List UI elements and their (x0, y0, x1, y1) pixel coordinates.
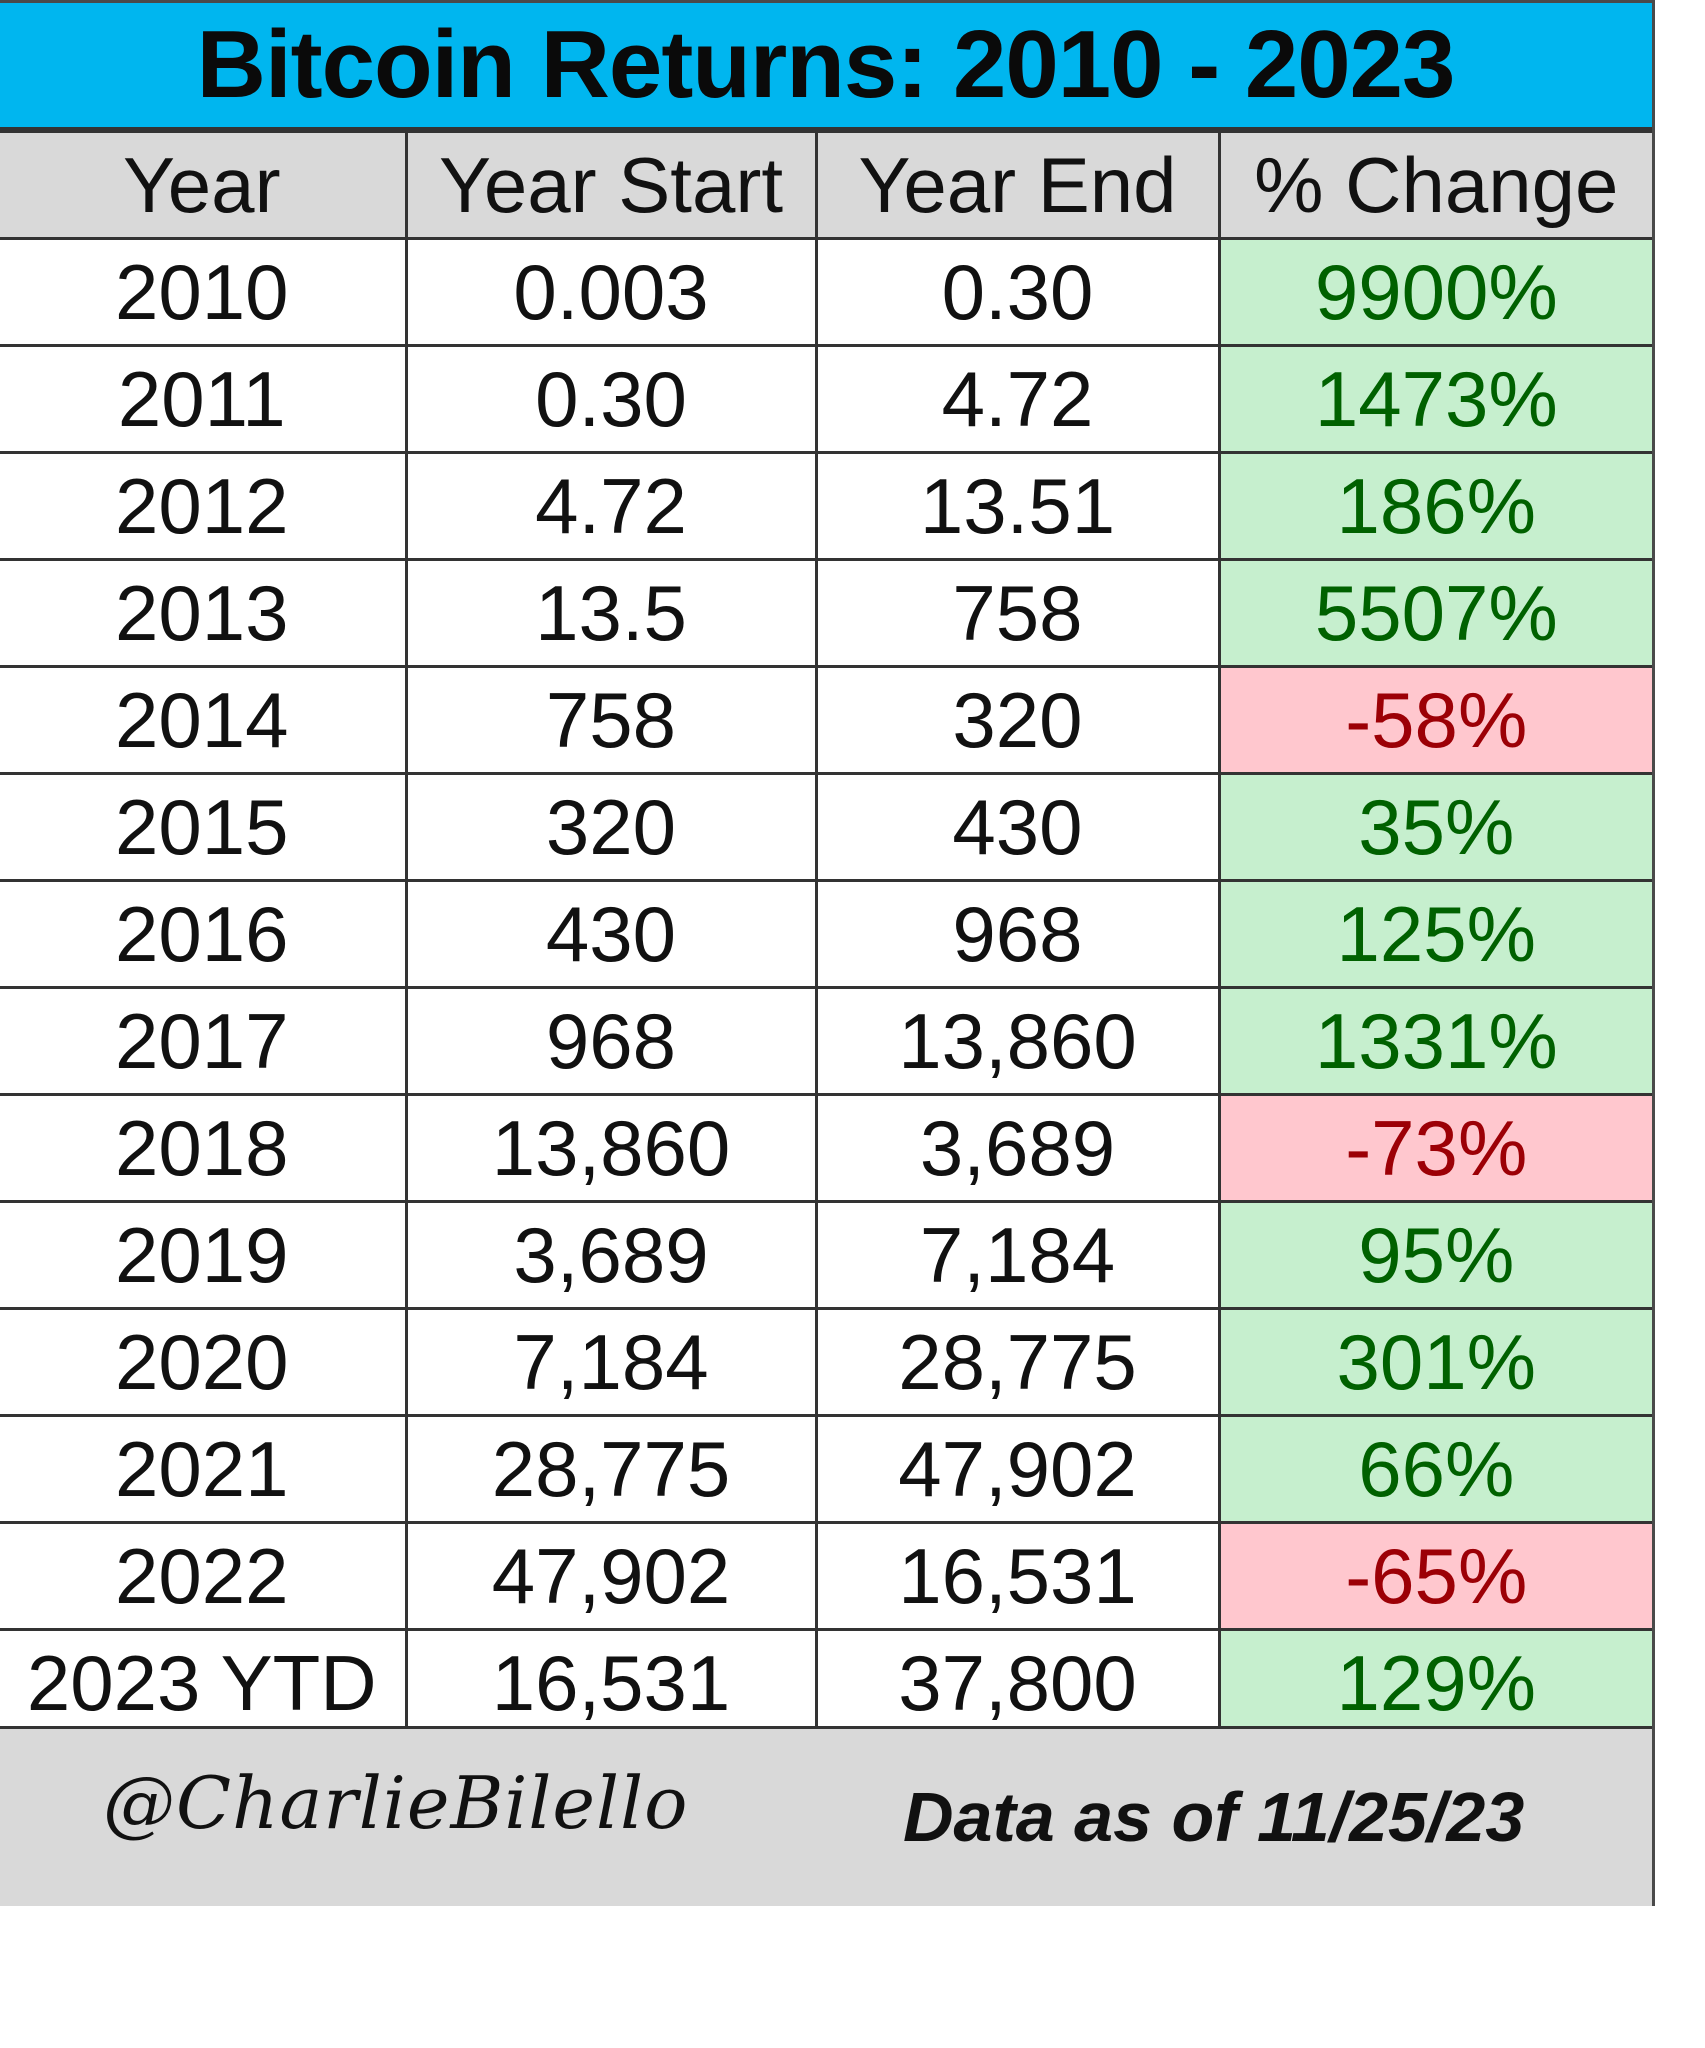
returns-sheet: Bitcoin Returns: 2010 - 2023 Year Year S… (0, 0, 1655, 1906)
year-end-cell: 7,184 (814, 1200, 1221, 1310)
percent-change-cell: 186% (1217, 451, 1652, 561)
footer: @CharlieBilello Data as of 11/25/23 (0, 1726, 1652, 1906)
year-end-cell: 37,800 (814, 1628, 1221, 1738)
year-end-cell: 47,902 (814, 1414, 1221, 1524)
table-row: 2013 13.5 758 5507% (0, 558, 1652, 668)
year-cell: 2016 (0, 879, 408, 989)
table-row: 2014 758 320 -58% (0, 665, 1652, 775)
percent-change-cell: 129% (1217, 1628, 1652, 1738)
percent-change-cell: 125% (1217, 879, 1652, 989)
year-start-cell: 0.30 (404, 344, 818, 454)
column-header-year-end: Year End (814, 130, 1221, 240)
year-end-cell: 16,531 (814, 1521, 1221, 1631)
table-row: 2012 4.72 13.51 186% (0, 451, 1652, 561)
year-end-cell: 430 (814, 772, 1221, 882)
percent-change-cell: 95% (1217, 1200, 1652, 1310)
percent-change-cell: -73% (1217, 1093, 1652, 1203)
table-row: 2021 28,775 47,902 66% (0, 1414, 1652, 1524)
year-cell: 2012 (0, 451, 408, 561)
year-start-cell: 7,184 (404, 1307, 818, 1417)
table-row: 2022 47,902 16,531 -65% (0, 1521, 1652, 1631)
year-end-cell: 4.72 (814, 344, 1221, 454)
percent-change-cell: 66% (1217, 1414, 1652, 1524)
table-row: 2023 YTD 16,531 37,800 129% (0, 1628, 1652, 1738)
year-cell: 2020 (0, 1307, 408, 1417)
table-row: 2015 320 430 35% (0, 772, 1652, 882)
percent-change-cell: 5507% (1217, 558, 1652, 668)
year-start-cell: 3,689 (404, 1200, 818, 1310)
year-start-cell: 13.5 (404, 558, 818, 668)
year-start-cell: 320 (404, 772, 818, 882)
percent-change-cell: -58% (1217, 665, 1652, 775)
percent-change-cell: 301% (1217, 1307, 1652, 1417)
year-start-cell: 28,775 (404, 1414, 818, 1524)
table-row: 2016 430 968 125% (0, 879, 1652, 989)
percent-change-cell: 1331% (1217, 986, 1652, 1096)
year-start-cell: 4.72 (404, 451, 818, 561)
year-start-cell: 0.003 (404, 237, 818, 347)
table-title: Bitcoin Returns: 2010 - 2023 (0, 3, 1652, 130)
year-start-cell: 16,531 (404, 1628, 818, 1738)
year-end-cell: 0.30 (814, 237, 1221, 347)
year-cell: 2021 (0, 1414, 408, 1524)
year-cell: 2013 (0, 558, 408, 668)
returns-table: Year Year Start Year End % Change 2010 0.… (0, 130, 1652, 1738)
year-end-cell: 13,860 (814, 986, 1221, 1096)
header-row: Year Year Start Year End % Change (0, 130, 1652, 240)
year-end-cell: 13.51 (814, 451, 1221, 561)
table-body: 2010 0.003 0.30 9900% 2011 0.30 4.72 1473% 2012 4… (0, 237, 1652, 1738)
year-start-cell: 47,902 (404, 1521, 818, 1631)
table-row: 2020 7,184 28,775 301% (0, 1307, 1652, 1417)
table-row: 2011 0.30 4.72 1473% (0, 344, 1652, 454)
author-handle: @CharlieBilello (103, 1761, 689, 1845)
year-cell: 2010 (0, 237, 408, 347)
year-start-cell: 430 (404, 879, 818, 989)
year-start-cell: 968 (404, 986, 818, 1096)
year-cell: 2019 (0, 1200, 408, 1310)
year-cell: 2023 YTD (0, 1628, 408, 1738)
year-cell: 2014 (0, 665, 408, 775)
year-end-cell: 968 (814, 879, 1221, 989)
year-cell: 2017 (0, 986, 408, 1096)
year-cell: 2011 (0, 344, 408, 454)
year-end-cell: 28,775 (814, 1307, 1221, 1417)
data-as-of-note: Data as of 11/25/23 (903, 1778, 1525, 1856)
table-row: 2018 13,860 3,689 -73% (0, 1093, 1652, 1203)
percent-change-cell: -65% (1217, 1521, 1652, 1631)
table-row: 2019 3,689 7,184 95% (0, 1200, 1652, 1310)
table-row: 2017 968 13,860 1331% (0, 986, 1652, 1096)
table-row: 2010 0.003 0.30 9900% (0, 237, 1652, 347)
column-header-percent-change: % Change (1217, 130, 1652, 240)
year-cell: 2015 (0, 772, 408, 882)
column-header-year: Year (0, 130, 408, 240)
year-cell: 2022 (0, 1521, 408, 1631)
percent-change-cell: 1473% (1217, 344, 1652, 454)
column-header-year-start: Year Start (404, 130, 818, 240)
percent-change-cell: 35% (1217, 772, 1652, 882)
year-end-cell: 320 (814, 665, 1221, 775)
percent-change-cell: 9900% (1217, 237, 1652, 347)
year-end-cell: 758 (814, 558, 1221, 668)
year-start-cell: 13,860 (404, 1093, 818, 1203)
year-cell: 2018 (0, 1093, 408, 1203)
year-start-cell: 758 (404, 665, 818, 775)
year-end-cell: 3,689 (814, 1093, 1221, 1203)
